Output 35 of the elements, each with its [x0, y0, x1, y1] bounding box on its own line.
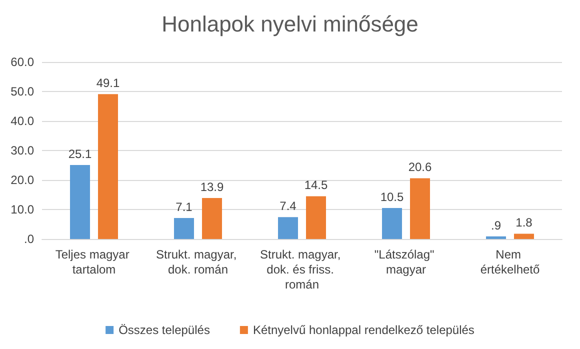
legend-label: Összes település: [118, 323, 210, 337]
legend-label: Kétnyelvű honlappal rendelkező település: [252, 323, 474, 337]
data-label: 49.1: [96, 76, 120, 90]
bar: [306, 196, 326, 239]
data-label: 25.1: [68, 146, 92, 161]
y-tick-label: 40.0: [10, 114, 34, 128]
x-tick-label: Strukt. magyar, dok. és friss. román: [260, 248, 344, 292]
y-tick-label: 10.0: [10, 202, 34, 216]
bar: [486, 236, 506, 239]
x-tick-label: Teljes magyar tartalom: [55, 248, 133, 276]
bar: [278, 217, 298, 239]
data-label: 7.4: [280, 199, 297, 214]
data-label: .9: [490, 218, 502, 232]
data-label: 10.5: [380, 190, 404, 204]
x-tick-label: Nem értékelhető: [480, 248, 540, 276]
data-label: 7.1: [176, 200, 193, 214]
bar: [202, 198, 222, 239]
bar: [410, 178, 430, 239]
bar: [514, 234, 534, 239]
bar: [98, 94, 118, 239]
bar: [174, 218, 194, 239]
y-tick-label: .0: [24, 232, 34, 246]
bar: [382, 208, 402, 239]
data-label: 13.9: [200, 180, 224, 194]
x-tick-label: Strukt. magyar, dok. román: [156, 248, 240, 276]
data-label: 1.8: [516, 216, 533, 230]
y-tick-label: 50.0: [10, 84, 34, 98]
y-tick-label: 60.0: [10, 55, 34, 69]
bar: [70, 164, 90, 239]
y-tick-label: 30.0: [10, 144, 34, 158]
y-tick-label: 20.0: [10, 173, 34, 187]
data-label: 14.5: [304, 178, 328, 192]
data-label: 20.6: [408, 160, 432, 174]
chart-title: Honlapok nyelvi minősége: [162, 12, 418, 36]
x-tick-label: "Látszólag" magyar: [374, 248, 438, 276]
